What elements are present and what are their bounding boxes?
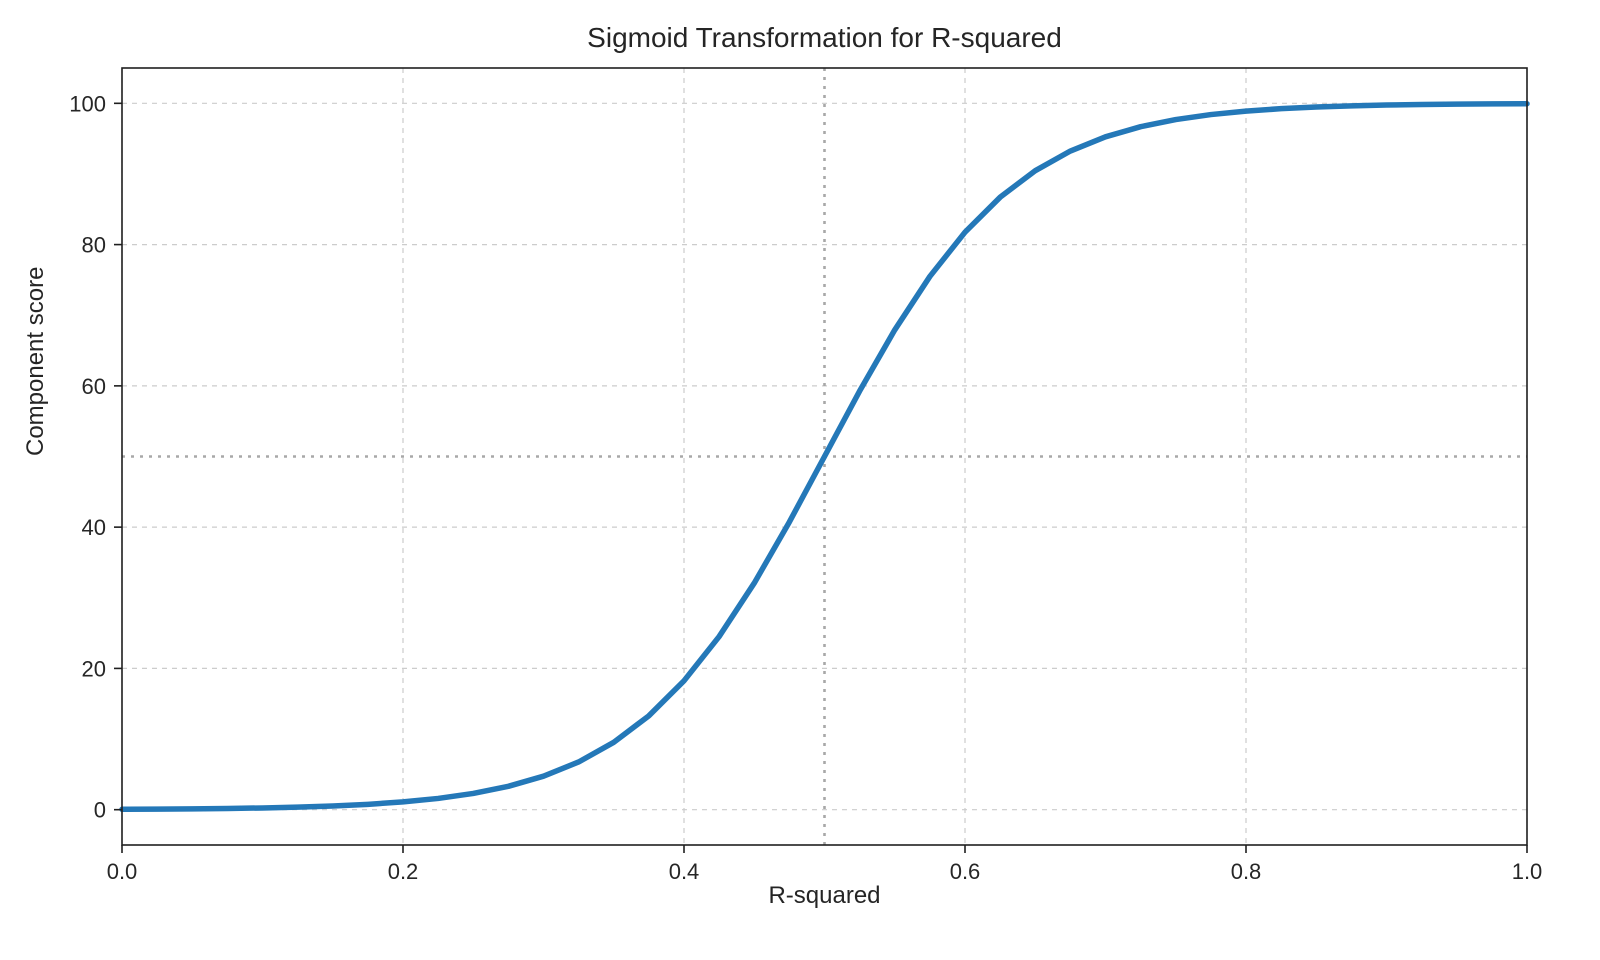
axes-box bbox=[121, 67, 1528, 846]
x-tick-label: 0.2 bbox=[388, 859, 419, 884]
y-tick-label: 40 bbox=[82, 515, 106, 540]
y-tick-label: 60 bbox=[82, 374, 106, 399]
x-tick-label: 1.0 bbox=[1512, 859, 1543, 884]
chart-title: Sigmoid Transformation for R-squared bbox=[587, 22, 1062, 53]
y-tick-label: 100 bbox=[69, 91, 106, 116]
y-tick-label: 80 bbox=[82, 233, 106, 258]
y-tick-label: 0 bbox=[94, 798, 106, 823]
sigmoid-curve bbox=[119, 100, 1530, 813]
x-tick-label: 0.6 bbox=[950, 859, 981, 884]
y-tick-label: 20 bbox=[82, 656, 106, 681]
x-tick-label: 0.8 bbox=[1231, 859, 1262, 884]
x-tick-label: 0.0 bbox=[107, 859, 138, 884]
x-axis-label: R-squared bbox=[768, 882, 881, 909]
x-tick-label: 0.4 bbox=[669, 859, 700, 884]
